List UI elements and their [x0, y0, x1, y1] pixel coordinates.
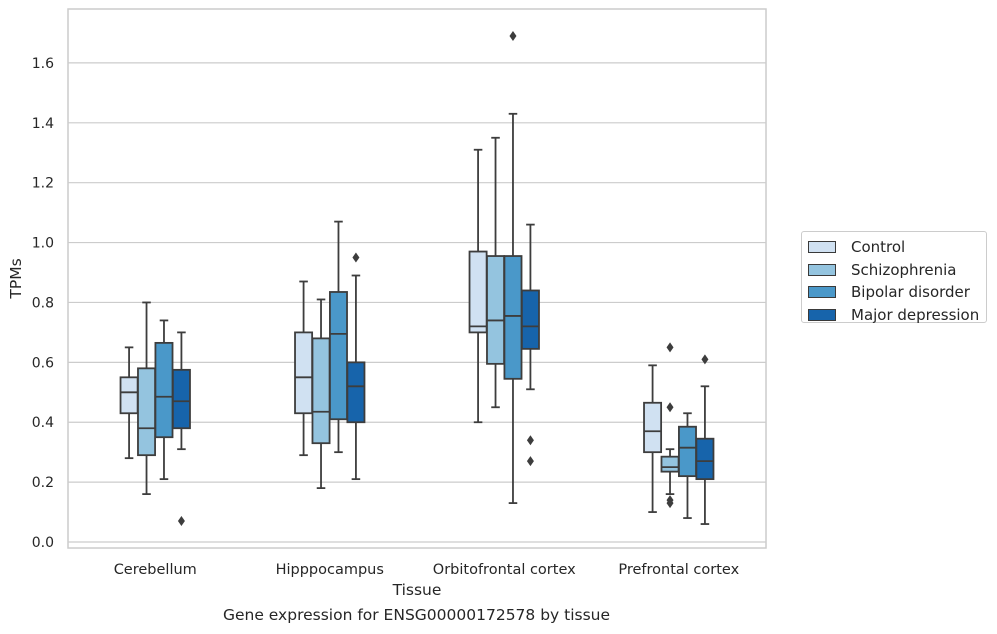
y-tick-label: 1.6	[32, 56, 54, 72]
box-major-depression	[171, 368, 191, 430]
box-major-depression	[695, 437, 715, 481]
outlier-point-schizophrenia	[666, 342, 674, 353]
outlier-point-schizophrenia	[666, 402, 674, 413]
legend-label-control: Control	[851, 238, 906, 257]
plot-frame	[67, 8, 767, 549]
legend-label-bipolar-disorder: Bipolar disorder	[851, 283, 970, 302]
y-tick-label: 0.6	[32, 355, 54, 371]
outlier-point-schizophrenia	[666, 498, 674, 509]
legend-swatch-bipolar-disorder	[808, 286, 836, 299]
legend-swatch-schizophrenia	[808, 263, 836, 276]
legend-swatch-major-depression	[808, 308, 836, 321]
y-tick-label: 0.4	[32, 415, 54, 431]
box-bipolar-disorder	[154, 341, 174, 439]
y-axis-label: TPMs	[7, 258, 25, 299]
legend: Control Schizophrenia Bipolar disorder M…	[801, 231, 987, 324]
x-tick-label-cerebellum: Cerebellum	[114, 562, 197, 578]
outlier-point-major-depression	[526, 435, 534, 446]
box-schizophrenia	[486, 255, 505, 365]
legend-swatch-control	[808, 241, 836, 254]
legend-label-schizophrenia: Schizophrenia	[851, 260, 957, 279]
figure-caption: Gene expression for ENSG00000172578 by t…	[222, 606, 611, 624]
box-control	[643, 401, 663, 454]
box-control	[468, 250, 488, 334]
legend-item-schizophrenia: Schizophrenia	[808, 259, 986, 282]
x-tick-label-orbitofrontal-cortex: Orbitofrontal cortex	[433, 562, 576, 578]
box-group-prefrontal-cortex	[643, 342, 715, 525]
y-tick-label: 0.8	[32, 295, 54, 311]
outlier-point-major-depression	[177, 516, 185, 527]
box-bipolar-disorder	[329, 291, 348, 421]
box-schizophrenia	[137, 367, 156, 457]
y-tick-label: 1.0	[32, 236, 54, 252]
legend-item-bipolar-disorder: Bipolar disorder	[808, 281, 986, 304]
box-group-cerebellum	[119, 301, 191, 527]
box-group-orbitofrontal-cortex	[468, 30, 540, 504]
box-control	[294, 331, 314, 415]
box-schizophrenia	[311, 337, 331, 445]
y-tick-label: 0.0	[32, 535, 54, 551]
legend-item-control: Control	[808, 236, 986, 259]
outlier-point-major-depression	[526, 456, 534, 467]
x-axis-label: Tissue	[392, 581, 442, 599]
x-tick-label-hipppocampus: Hipppocampus	[276, 562, 384, 578]
box-group-hipppocampus	[294, 220, 366, 490]
x-tick-label-prefrontal-cortex: Prefrontal cortex	[618, 562, 739, 578]
box-control	[119, 376, 139, 415]
box-major-depression	[346, 361, 366, 424]
outlier-point-major-depression	[352, 252, 360, 263]
outlier-point-major-depression	[701, 354, 709, 365]
outlier-point-bipolar-disorder	[509, 30, 517, 41]
y-tick-label: 1.2	[32, 176, 54, 192]
y-tick-label: 0.2	[32, 475, 54, 491]
box-schizophrenia	[660, 455, 680, 473]
box-bipolar-disorder	[503, 255, 523, 380]
legend-label-major-depression: Major depression	[851, 305, 980, 324]
legend-item-major-depression: Major depression	[808, 304, 986, 327]
y-tick-label: 1.4	[32, 116, 54, 132]
box-major-depression	[520, 289, 540, 350]
box-bipolar-disorder	[678, 425, 697, 478]
